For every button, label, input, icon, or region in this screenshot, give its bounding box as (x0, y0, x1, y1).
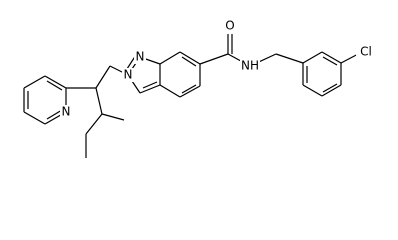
atom-label: N (124, 68, 133, 82)
atom-labels: N N O NH N Cl (60, 19, 374, 119)
molecule: N N O NH N Cl (23, 18, 374, 158)
atom-label: N (136, 50, 145, 64)
atom-label: O (225, 19, 234, 33)
atom-label: NH (241, 59, 259, 73)
atom-label: Cl (360, 45, 372, 59)
bonds (23, 28, 363, 158)
atom-label: N (62, 105, 71, 119)
